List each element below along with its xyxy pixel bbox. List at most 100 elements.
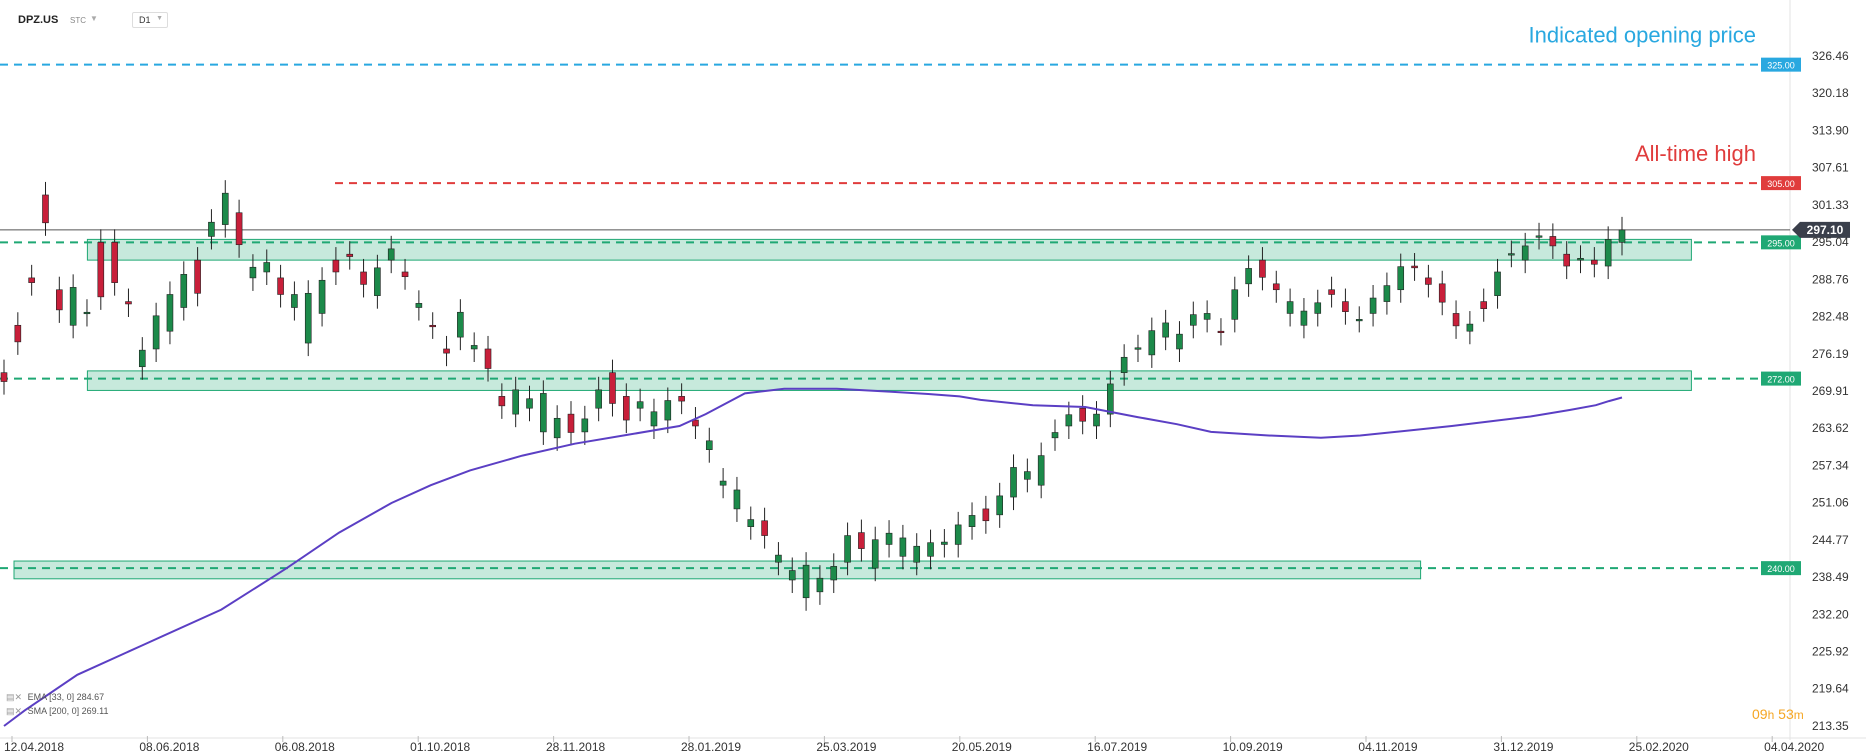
candle-body — [1286, 301, 1294, 314]
candle-body — [1051, 432, 1059, 439]
indicator-settings-icon[interactable]: ▤✕ — [6, 692, 23, 702]
candle-body — [526, 398, 533, 409]
candle-body — [1120, 356, 1128, 373]
candle-body — [899, 537, 907, 557]
candle-body — [457, 311, 464, 338]
candle-body — [1024, 471, 1031, 480]
candle-body — [1134, 347, 1142, 350]
candle-body — [913, 545, 921, 563]
candle-body — [346, 253, 354, 257]
level-annotation: Indicated opening price — [1529, 23, 1757, 48]
symbol-label[interactable]: DPZ.US — [18, 14, 59, 26]
candle-body — [650, 411, 658, 427]
timer-hours-unit: h — [1767, 708, 1775, 722]
candle-body — [1259, 259, 1266, 278]
candle-body — [982, 508, 990, 522]
candle-body — [664, 400, 672, 421]
candle-body — [678, 396, 685, 402]
candle-body — [470, 345, 478, 350]
candle-body — [1425, 277, 1432, 285]
last-price-tag-label: 297.10 — [1807, 223, 1844, 237]
candle-body — [885, 532, 893, 545]
y-tick-label: 288.76 — [1812, 272, 1849, 286]
x-tick-label: 12.04.2018 — [4, 740, 64, 754]
x-tick-label: 28.11.2018 — [546, 740, 605, 754]
level-tag-bg — [1761, 371, 1801, 386]
candle-body — [111, 242, 118, 283]
candle-body — [235, 212, 243, 246]
candle-body — [512, 389, 519, 415]
support-resistance-zone — [86, 238, 1692, 261]
level-tag-label: 295.00 — [1767, 238, 1795, 248]
candle-body — [1535, 235, 1543, 238]
y-tick-label: 295.04 — [1812, 235, 1849, 249]
support-resistance-zone — [86, 370, 1692, 391]
candle-body — [1342, 301, 1349, 312]
candle-body — [1272, 283, 1280, 291]
level-tag-bg — [1761, 561, 1801, 576]
candle-body — [360, 271, 367, 285]
x-tick-label: 16.07.2019 — [1087, 740, 1147, 754]
y-tick-label: 257.34 — [1812, 458, 1849, 472]
candle-body — [802, 564, 810, 599]
chevron-down-icon[interactable]: ▼ — [90, 14, 98, 23]
y-tick-label: 225.92 — [1812, 645, 1849, 659]
chevron-down-icon: ▼ — [156, 15, 163, 22]
candle-body — [1010, 467, 1017, 498]
candle-body — [1591, 259, 1598, 265]
x-tick-label: 31.12.2019 — [1493, 740, 1553, 754]
level-annotation: All-time high — [1635, 141, 1756, 166]
x-tick-label: 06.08.2018 — [275, 740, 335, 754]
interval-select[interactable]: D1 ▼ — [132, 12, 168, 28]
candle-body — [1189, 314, 1197, 326]
candle-body — [1245, 268, 1252, 285]
candle-body — [387, 248, 395, 261]
candle-body — [692, 419, 699, 427]
y-tick-label: 326.46 — [1812, 49, 1849, 63]
y-tick-label: 263.62 — [1812, 421, 1849, 435]
timer-minutes: 53 — [1778, 706, 1794, 722]
candle-body — [484, 348, 492, 369]
candle-body — [623, 396, 630, 421]
candle-body — [1452, 313, 1460, 327]
candle-body — [56, 289, 63, 311]
indicator-ema[interactable]: ▤✕ EMA [33, 0] 284.67 — [6, 692, 104, 703]
candle-body — [1217, 330, 1225, 334]
candle-body — [858, 532, 865, 549]
x-tick-label: 25.02.2020 — [1629, 740, 1689, 754]
y-tick-label: 238.49 — [1812, 570, 1849, 584]
candle-body — [1577, 258, 1584, 261]
candle-body — [1093, 413, 1100, 427]
level-tag-label: 240.00 — [1767, 564, 1795, 574]
candle-body — [1314, 302, 1322, 314]
indicator-sma[interactable]: ▤✕ SMA [200, 0] 269.11 — [6, 706, 108, 717]
candle-body — [636, 401, 644, 409]
candle-body — [304, 292, 312, 344]
candle-body — [0, 372, 8, 382]
candle-body — [401, 271, 409, 278]
level-tag-bg — [1761, 235, 1801, 250]
candle-body — [125, 301, 132, 305]
candle-body — [194, 259, 201, 294]
candle-body — [1148, 330, 1156, 356]
candle-body — [208, 221, 215, 237]
candle-body — [1494, 271, 1501, 296]
candle-body — [1065, 414, 1073, 427]
x-tick-label: 10.09.2019 — [1223, 740, 1283, 754]
candle-body — [1438, 283, 1446, 303]
y-tick-label: 244.77 — [1812, 533, 1849, 547]
level-tag-label: 325.00 — [1767, 61, 1795, 71]
sma-line — [3, 387, 1623, 727]
x-tick-label: 04.04.2020 — [1764, 740, 1824, 754]
level-tag-bg — [1761, 176, 1801, 191]
level-tag-bg — [1761, 57, 1801, 72]
candle-body — [180, 274, 188, 308]
candle-body — [1107, 383, 1114, 415]
candle-body — [138, 349, 146, 368]
candle-body — [83, 311, 91, 315]
indicator-settings-icon[interactable]: ▤✕ — [6, 706, 23, 716]
y-tick-label: 313.90 — [1812, 123, 1849, 137]
candle-body — [277, 277, 284, 295]
candle-body — [941, 541, 948, 545]
